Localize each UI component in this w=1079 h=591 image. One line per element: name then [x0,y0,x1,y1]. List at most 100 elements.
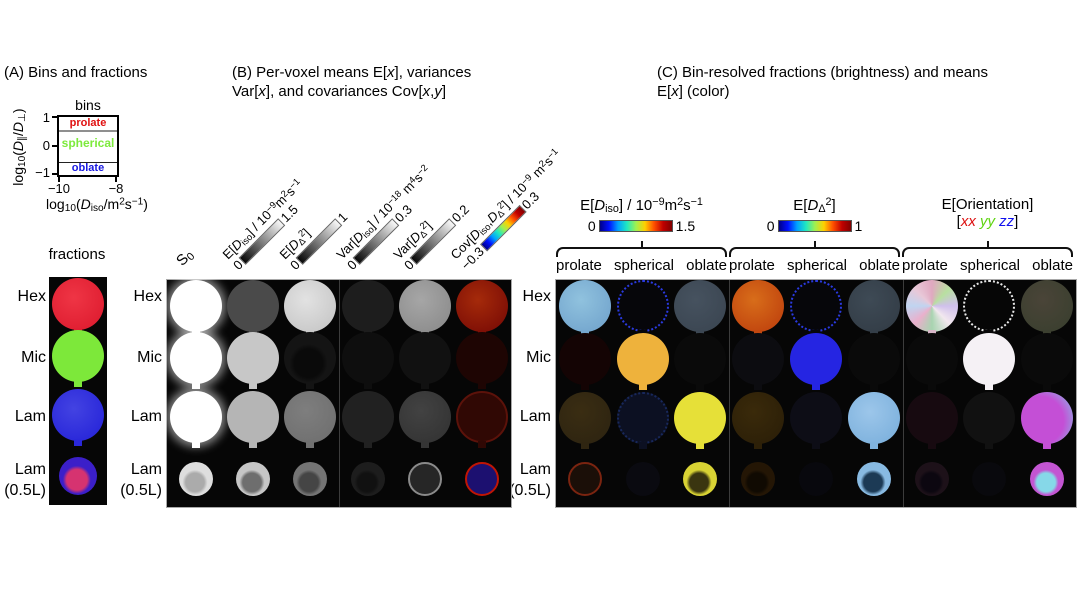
phantom-image-r1-c1 [616,333,669,385]
bin-label-oblate: oblate [859,257,900,274]
x-tick-label: −10 [47,181,71,196]
c-colorbar-e-diso: 0 1.5 [556,218,727,234]
bins-plot-title: bins [75,97,101,113]
y-tick-label: 0 [42,138,50,153]
vial-neck [191,382,200,389]
colorbar-min: 0 [766,218,775,234]
phantom-image-r2-c4 [399,391,451,443]
bin-label-oblate: oblate [1032,257,1073,274]
row-label-mic: Mic [526,349,551,366]
phantom-image-r2-c6 [905,392,958,444]
phantom-image-r2-c8 [1021,392,1074,444]
row-label-lam05: Lam (0.5L) [491,459,551,501]
phantom-image-r3-c2 [293,462,328,496]
phantom-image-r0-c2 [284,280,337,332]
bin-divider-top [59,130,117,132]
phantom-image-r0-c0 [558,280,611,332]
colorbar-min: 0 [587,218,596,234]
c-orientation-label: E[Orientation] [941,196,1034,213]
bin-region-oblate: oblate [71,162,105,174]
panel-c-title-line2: E[x] (color) [657,83,730,100]
group-brace [902,241,1073,257]
bin-labels-group1: prolate spherical oblate [556,257,727,274]
phantom-image-r3-c0 [567,462,602,496]
row-label-hex: Hex [17,288,46,305]
colorbar-max: 1 [854,218,863,234]
phantom-image-r1-c1 [227,332,279,384]
phantom-image-r0-c1 [616,280,669,332]
c-colorbar-e-diso-label: E[Diso] / 10−9m2s−1 [580,196,703,216]
y-tick-label: −1 [35,165,50,180]
vial-neck [306,441,315,448]
panel-a-title: (A) Bins and fractions [4,64,148,81]
x-tick-mark [58,177,60,182]
panel-b-title: (B) Per-voxel means E[x], variances Var[… [232,63,471,101]
phantom-image-r1-c5 [456,332,509,384]
vial-neck [363,382,372,389]
vial-neck [927,383,936,390]
vial-neck [869,442,878,449]
phantom-image-r2-c0 [169,391,222,443]
bin-label-prolate: prolate [556,257,602,274]
bin-label-spherical: spherical [613,257,675,274]
phantom-image-r0-c7 [963,280,1016,332]
phantom-image-r3-c8 [1030,462,1065,496]
vial-neck [638,383,647,390]
bin-region-prolate: prolate [69,117,107,129]
y-tick-mark [52,116,57,118]
phantom-image-r0-c0 [169,280,222,332]
panel-b-image-grid [166,279,512,508]
phantom-image-r2-c4 [790,392,842,444]
vial-neck [74,380,82,387]
row-label-lam05-line2: (0.5L) [509,482,551,499]
vial-neck [478,441,487,448]
phantom-image-r1-c8 [1021,333,1074,385]
phantom-image-r1-c3 [341,332,394,384]
fractions-image-strip [49,277,107,505]
panel-c-title: (C) Bin-resolved fractions (brightness) … [657,63,988,101]
vial-neck [74,439,82,446]
bin-label-prolate: prolate [729,257,775,274]
phantom-image-r0-c6 [905,280,958,332]
vial-neck [754,383,763,390]
x-tick-mark [115,177,117,182]
c-orientation-xyz-label: [xx yy zz] [956,213,1019,230]
phantom-image-r3-c5 [465,462,500,496]
row-label-hex: Hex [133,288,162,305]
panel-c-title-line1: (C) Bin-resolved fractions (brightness) … [657,64,988,81]
phantom-image-r2-c7 [963,392,1016,444]
phantom-image-r3-c3 [741,462,776,496]
phantom-image-r2-c5 [847,392,900,444]
row-label-hex: Hex [522,288,551,305]
phantom-image-r0-c3 [732,280,785,332]
y-tick-mark [52,145,57,147]
row-label-mic: Mic [137,349,162,366]
phantom-image-r1-c0 [169,332,222,384]
phantom-image-r1-c0 [52,330,104,382]
vial-neck [927,442,936,449]
s0-column-label: S0 [172,249,198,270]
row-label-lam05: Lam (0.5L) [102,459,162,501]
vial-neck [249,382,257,389]
row-label-lam05-line2: (0.5L) [4,482,46,499]
vial-neck [306,382,315,389]
phantom-image-r3-c4 [408,462,442,496]
phantom-image-r0-c0 [52,278,104,330]
phantom-image-r0-c3 [341,280,394,332]
phantom-image-r0-c2 [674,280,727,332]
vial-neck [812,383,820,390]
vial-neck [191,441,200,448]
panel-b-title-line2: Var[x], and covariances Cov[x,y] [232,83,446,100]
phantom-image-r2-c2 [284,391,337,443]
group-separator [903,280,904,507]
phantom-image-r3-c0 [59,457,97,495]
row-label-lam05: Lam (0.5L) [0,459,46,501]
vial-neck [478,382,487,389]
row-label-mic: Mic [21,349,46,366]
vial-neck [421,441,429,448]
fractions-label: fractions [48,246,106,263]
group-separator [339,280,340,507]
vial-neck [580,442,589,449]
phantom-image-r3-c1 [236,462,270,496]
bin-label-prolate: prolate [902,257,948,274]
